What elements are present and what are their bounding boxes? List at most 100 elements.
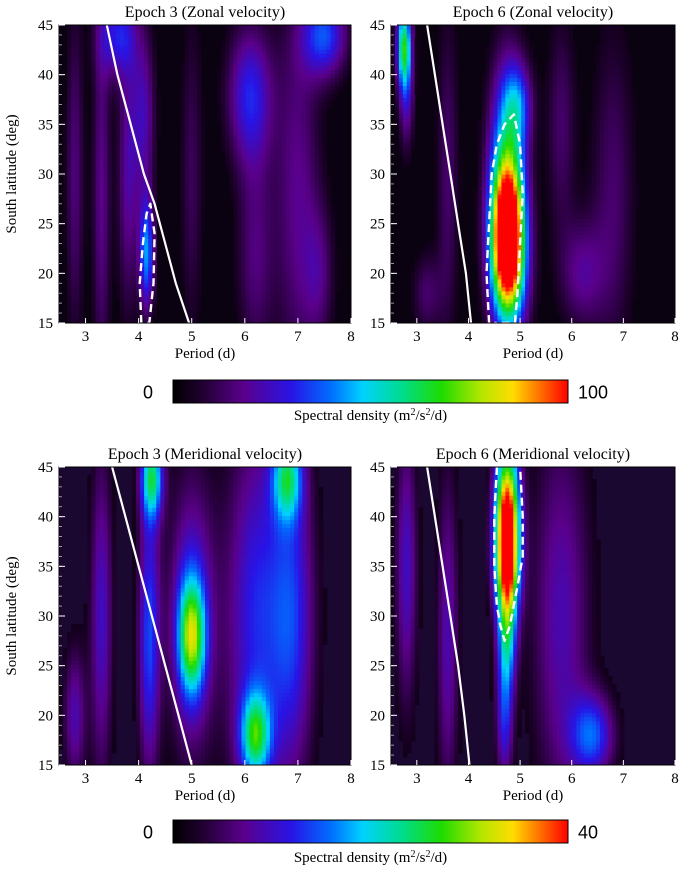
heatmap-cell <box>269 214 275 219</box>
heatmap-cell <box>87 206 93 211</box>
heatmap-cell <box>406 65 412 70</box>
heatmap-cell <box>140 149 145 155</box>
heatmap-cell <box>63 101 68 107</box>
heatmap-cell <box>481 117 487 123</box>
heatmap-cell <box>200 182 206 187</box>
heatmap-cell <box>485 270 491 276</box>
heatmap-cell <box>302 306 307 312</box>
heatmap-cell <box>269 210 275 215</box>
heatmap-cell <box>132 117 137 123</box>
heatmap-cell <box>132 113 137 119</box>
heatmap-cell <box>438 206 443 211</box>
heatmap-cell <box>273 262 279 268</box>
heatmap-cell <box>257 242 263 248</box>
heatmap-cell <box>233 149 239 155</box>
heatmap-cell <box>306 117 312 123</box>
heatmap-cell <box>241 49 247 54</box>
heatmap-cell <box>132 141 137 147</box>
heatmap-cell <box>136 53 141 58</box>
heatmap-cell <box>245 282 251 288</box>
heatmap-cell <box>123 234 129 240</box>
heatmap-cell <box>265 125 271 131</box>
heatmap-cell <box>79 49 84 54</box>
heatmap-cell <box>75 294 80 300</box>
heatmap-cell <box>294 182 299 187</box>
heatmap-cell <box>269 37 275 42</box>
heatmap-cell <box>233 186 239 191</box>
heatmap-cell <box>79 149 84 155</box>
heatmap-cell <box>136 274 141 280</box>
heatmap-cell <box>434 186 439 191</box>
heatmap-cell <box>265 250 271 256</box>
heatmap-cell <box>233 29 239 34</box>
heatmap-cell <box>454 105 459 111</box>
heatmap-cell <box>79 266 84 272</box>
heatmap-cell <box>473 238 479 244</box>
heatmap-cell <box>91 85 97 91</box>
heatmap-cell <box>67 246 72 252</box>
heatmap-cell <box>306 282 312 288</box>
heatmap-cell <box>103 262 109 268</box>
heatmap-cell <box>326 182 332 187</box>
heatmap-cell <box>83 121 88 127</box>
heatmap-cell <box>278 254 283 260</box>
heatmap-cell <box>136 49 141 54</box>
heatmap-cell <box>489 242 495 248</box>
heatmap-cell <box>265 29 271 34</box>
heatmap-cell <box>298 85 303 91</box>
heatmap-cell <box>290 25 295 30</box>
heatmap-cell <box>71 89 76 95</box>
heatmap-cell <box>298 226 303 231</box>
heatmap-cell <box>67 77 72 82</box>
heatmap-cell <box>136 306 141 312</box>
heatmap-cell <box>253 250 259 256</box>
heatmap-cell <box>237 266 243 272</box>
heatmap-cell <box>330 85 336 91</box>
heatmap-cell <box>253 210 259 215</box>
heatmap-cell <box>434 190 439 195</box>
heatmap-cell <box>140 258 145 264</box>
heatmap-cell <box>127 129 133 135</box>
heatmap-cell <box>180 282 186 288</box>
heatmap-cell <box>406 133 412 139</box>
heatmap-cell <box>99 157 105 163</box>
heatmap-cell <box>237 202 243 207</box>
heatmap-cell <box>278 218 283 223</box>
heatmap-cell <box>144 186 149 191</box>
heatmap-cell <box>241 242 247 248</box>
heatmap-cell <box>294 105 299 111</box>
heatmap-cell <box>306 157 312 163</box>
heatmap-cell <box>294 282 299 288</box>
heatmap-cell <box>422 262 428 268</box>
heatmap-cell <box>237 234 243 240</box>
heatmap-cell <box>152 65 157 70</box>
heatmap-cell <box>63 178 68 183</box>
heatmap-cell <box>200 226 206 231</box>
heatmap-cell <box>273 242 279 248</box>
heatmap-cell <box>253 109 259 115</box>
heatmap-cell <box>99 49 105 54</box>
heatmap-cell <box>123 206 129 211</box>
heatmap-cell <box>310 133 316 139</box>
heatmap-cell <box>241 194 247 199</box>
heatmap-cell <box>245 37 251 42</box>
heatmap-cell <box>261 157 267 163</box>
heatmap-cell <box>103 234 109 240</box>
heatmap-cell <box>127 41 133 46</box>
heatmap-cell <box>278 186 283 191</box>
heatmap-cell <box>249 214 255 219</box>
heatmap-cell <box>95 169 101 175</box>
heatmap-cell <box>414 274 420 280</box>
heatmap-cell <box>302 45 307 50</box>
heatmap-cell <box>79 302 84 308</box>
heatmap-cell <box>334 65 340 70</box>
heatmap-cell <box>286 218 291 223</box>
heatmap-cell <box>152 298 157 304</box>
heatmap-cell <box>140 101 145 107</box>
heatmap-cell <box>119 222 125 227</box>
heatmap-cell <box>326 49 332 54</box>
heatmap-cell <box>229 141 234 147</box>
heatmap-cell <box>261 41 267 46</box>
heatmap-cell <box>245 266 251 272</box>
heatmap-cell <box>184 49 190 54</box>
